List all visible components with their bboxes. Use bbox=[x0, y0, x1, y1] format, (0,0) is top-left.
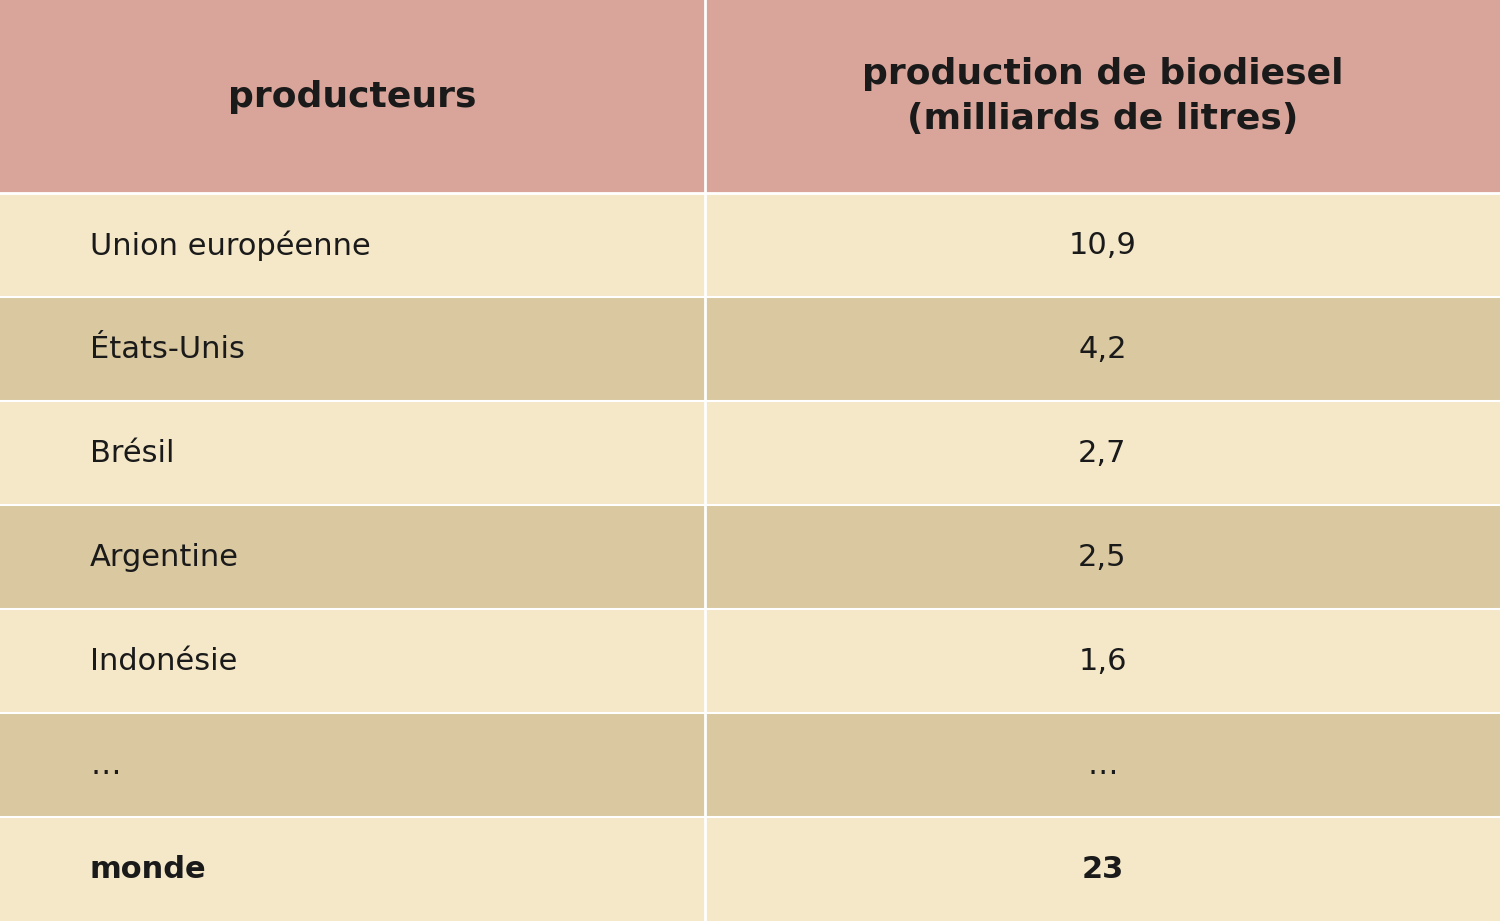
Text: producteurs: producteurs bbox=[228, 80, 477, 113]
Text: États-Unis: États-Unis bbox=[90, 335, 244, 364]
Text: production de biodiesel
(milliards de litres): production de biodiesel (milliards de li… bbox=[861, 57, 1344, 136]
Text: …: … bbox=[90, 751, 120, 779]
Bar bbox=[0, 817, 1500, 921]
Text: Argentine: Argentine bbox=[90, 542, 238, 572]
Text: Union européenne: Union européenne bbox=[90, 230, 370, 261]
Bar bbox=[0, 193, 1500, 297]
Bar bbox=[0, 297, 1500, 402]
Bar bbox=[0, 402, 1500, 506]
Text: 10,9: 10,9 bbox=[1068, 231, 1137, 260]
Text: 23: 23 bbox=[1082, 855, 1124, 883]
Bar bbox=[0, 713, 1500, 817]
Text: 4,2: 4,2 bbox=[1078, 335, 1126, 364]
Text: Brésil: Brésil bbox=[90, 438, 174, 468]
Text: 2,5: 2,5 bbox=[1078, 542, 1126, 572]
Text: monde: monde bbox=[90, 855, 207, 883]
Text: 2,7: 2,7 bbox=[1078, 438, 1126, 468]
Text: …: … bbox=[1088, 751, 1118, 779]
Text: Indonésie: Indonésie bbox=[90, 647, 237, 676]
Bar bbox=[0, 0, 1500, 193]
Bar bbox=[0, 506, 1500, 609]
Text: 1,6: 1,6 bbox=[1078, 647, 1126, 676]
Bar bbox=[0, 609, 1500, 713]
